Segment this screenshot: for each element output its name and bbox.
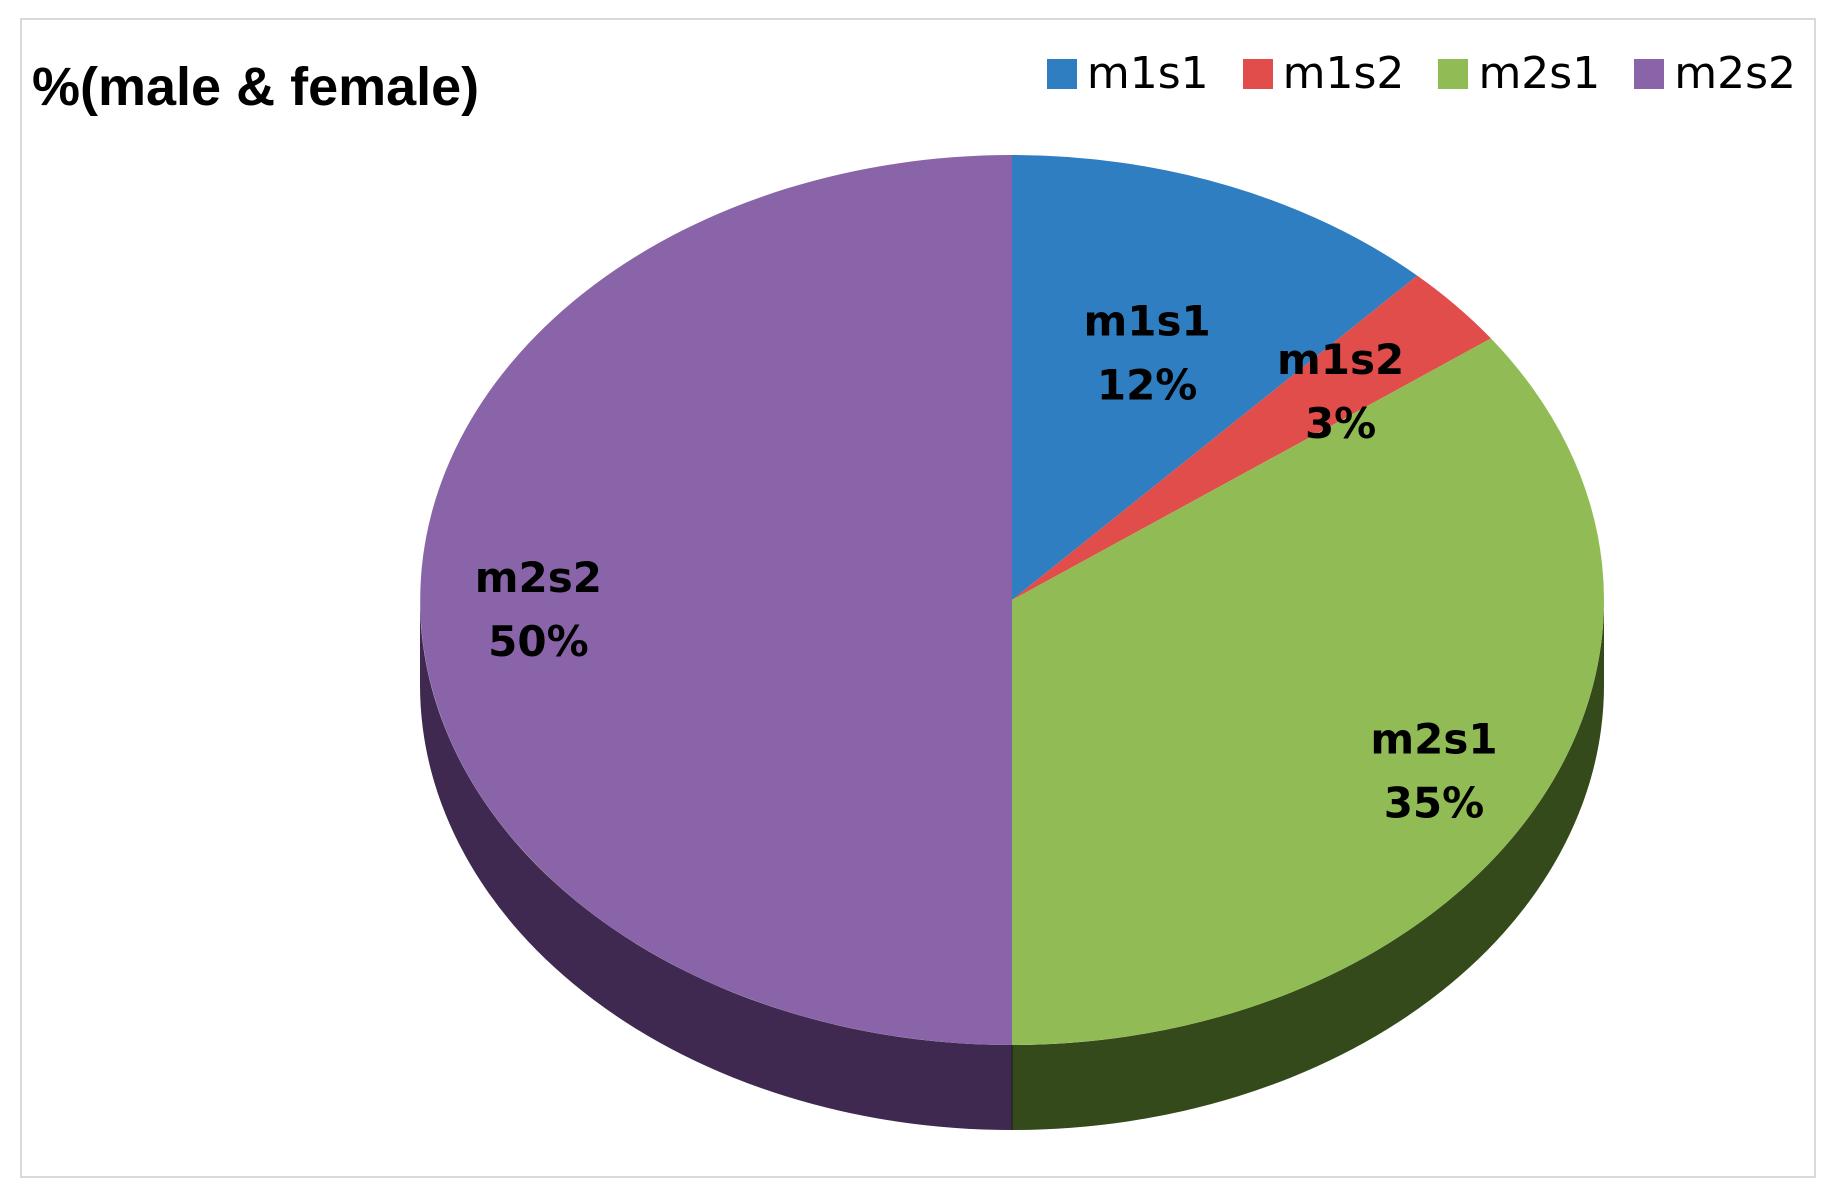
data-label-category-m1s2: m1s2 [1277, 335, 1404, 384]
legend-swatch-m1s2 [1242, 58, 1273, 89]
data-label-value-m2s1: 35% [1384, 779, 1485, 828]
pie-slice-m1s2 [1012, 275, 1491, 600]
data-label-value-m1s1: 12% [1097, 360, 1198, 409]
data-label-value-m2s2: 50% [488, 617, 589, 666]
legend-label-m1s2: m1s2 [1282, 48, 1405, 99]
pie-sides [420, 600, 1604, 1130]
data-label-value-m1s2: 3% [1305, 399, 1376, 448]
legend-item-m2s1: m2s1 [1438, 48, 1600, 99]
legend-item-m1s1: m1s1 [1046, 48, 1209, 99]
chart-title: %(male & female) [32, 57, 480, 117]
legend-item-m1s2: m1s2 [1242, 48, 1405, 99]
legend-label-m2s1: m2s1 [1478, 48, 1601, 99]
pie-slice-m2s1 [1012, 338, 1604, 1046]
pie-data-labels: m1s1 12% m1s2 3% m2s1 35% m2s2 50% [475, 296, 1498, 827]
data-label-category-m2s2: m2s2 [475, 553, 602, 602]
data-label-category-m2s1: m2s1 [1370, 715, 1497, 764]
legend-item-m2s2: m2s2 [1634, 48, 1796, 99]
legend-label-m1s1: m1s1 [1086, 48, 1209, 99]
chart-legend: m1s1 m1s2 m2s1 m2s2 [1046, 48, 1796, 99]
pie-slice-m2s2 [420, 155, 1012, 1045]
legend-swatch-m2s1 [1438, 58, 1469, 89]
legend-swatch-m2s2 [1634, 58, 1665, 89]
legend-swatch-m1s1 [1046, 58, 1077, 89]
pie-side-m2s2 [420, 600, 1012, 1130]
pie-slice-m1s1 [1012, 155, 1418, 600]
pie-slices [420, 155, 1604, 1046]
data-label-category-m1s1: m1s1 [1084, 296, 1211, 345]
legend-label-m2s2: m2s2 [1674, 48, 1796, 99]
pie-side-m2s1 [1012, 600, 1604, 1130]
